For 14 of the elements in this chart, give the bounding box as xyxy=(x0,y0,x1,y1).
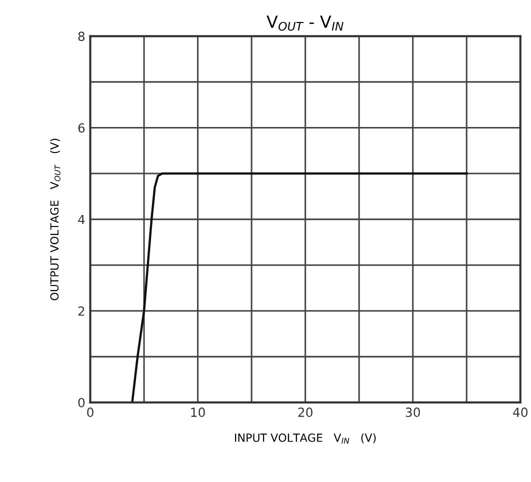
x-tick-label: 10 xyxy=(191,408,205,418)
text: OUTPUT VOLTAGE V$_{OUT}$ (V) xyxy=(50,138,60,300)
x-tick-label: 40 xyxy=(513,408,528,418)
y-tick-label: 4 xyxy=(78,214,85,224)
y-tick-label: 8 xyxy=(78,32,85,42)
y-tick-label: 0 xyxy=(78,398,85,408)
chart-title: V$_{OUT}$ - V$_{IN}$ xyxy=(266,16,344,31)
x-tick-label: 30 xyxy=(406,408,420,418)
line-series xyxy=(131,172,468,402)
x-tick-label: 20 xyxy=(298,408,312,418)
text: INPUT VOLTAGE V$_{IN}$ (V) xyxy=(235,433,376,444)
x-tick-label: 0 xyxy=(87,408,94,418)
y-tick-label: 6 xyxy=(78,123,85,133)
y-tick-label: 2 xyxy=(78,306,84,316)
